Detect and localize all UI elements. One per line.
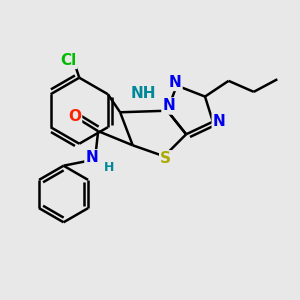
Text: NH: NH — [131, 86, 157, 101]
Text: N: N — [85, 150, 98, 165]
Text: O: O — [68, 110, 81, 124]
Text: Cl: Cl — [60, 53, 76, 68]
Text: N: N — [163, 98, 175, 113]
Text: N: N — [213, 114, 226, 129]
Text: H: H — [104, 161, 114, 174]
Text: S: S — [160, 151, 171, 166]
Text: N: N — [169, 75, 182, 90]
